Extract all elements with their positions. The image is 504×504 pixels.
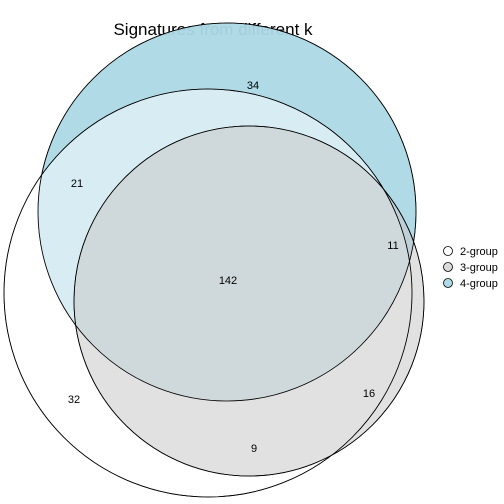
count-all-three: 142 xyxy=(219,275,237,287)
count-2-and-4: 21 xyxy=(71,178,83,190)
count-3-and-4: 11 xyxy=(387,240,398,252)
count-only-4: 34 xyxy=(247,80,259,92)
count-only-2: 32 xyxy=(68,394,80,406)
circle-4-group-outline xyxy=(37,22,417,402)
region-counts: 34 21 11 142 32 16 9 xyxy=(68,80,399,455)
legend-item-3-group: 3-group xyxy=(443,262,498,274)
legend-item-2-group: 2-group xyxy=(443,246,498,258)
legend-label-3-group: 3-group xyxy=(460,262,498,274)
count-2-and-3: 9 xyxy=(251,443,257,455)
legend: 2-group 3-group 4-group xyxy=(443,246,498,290)
count-3-only: 16 xyxy=(363,388,375,400)
legend-label-4-group: 4-group xyxy=(460,278,498,290)
circle-2-group-outline xyxy=(3,88,413,498)
legend-item-4-group: 4-group xyxy=(443,278,498,290)
legend-swatch-3-group xyxy=(443,262,453,272)
circle-3-group-outline xyxy=(73,125,425,477)
legend-label-2-group: 2-group xyxy=(460,246,498,258)
legend-swatch-4-group xyxy=(443,278,453,288)
legend-swatch-2-group xyxy=(443,246,453,256)
venn-circles xyxy=(3,22,425,498)
circle-3-group xyxy=(73,125,425,477)
